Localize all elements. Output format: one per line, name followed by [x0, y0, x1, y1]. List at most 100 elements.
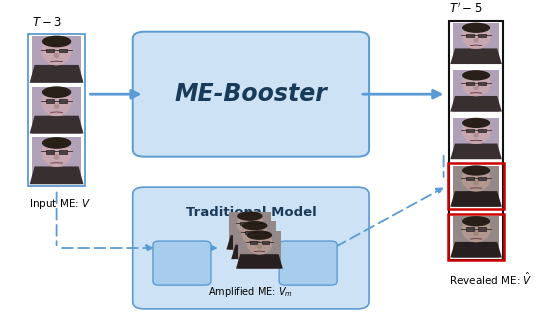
Bar: [257, 231, 264, 234]
Ellipse shape: [461, 217, 491, 242]
Bar: [46, 99, 54, 103]
Ellipse shape: [41, 138, 72, 167]
Ellipse shape: [54, 53, 59, 58]
Ellipse shape: [462, 216, 490, 226]
Ellipse shape: [237, 211, 262, 221]
Bar: [262, 241, 269, 244]
Ellipse shape: [242, 221, 267, 230]
Polygon shape: [470, 184, 482, 191]
Polygon shape: [236, 254, 283, 269]
Polygon shape: [30, 65, 84, 83]
Bar: [240, 222, 248, 225]
Bar: [453, 71, 499, 112]
Bar: [478, 34, 486, 37]
Ellipse shape: [473, 38, 479, 43]
Ellipse shape: [461, 118, 491, 144]
Bar: [478, 177, 486, 180]
Polygon shape: [51, 57, 63, 65]
Bar: [238, 231, 280, 269]
Ellipse shape: [462, 23, 490, 33]
Bar: [245, 231, 252, 234]
Ellipse shape: [257, 244, 262, 249]
Polygon shape: [30, 116, 84, 133]
Polygon shape: [51, 108, 63, 116]
Text: TIM: TIM: [296, 256, 320, 270]
Polygon shape: [254, 248, 265, 254]
Ellipse shape: [41, 87, 72, 116]
Bar: [466, 129, 474, 132]
Ellipse shape: [462, 118, 490, 128]
Ellipse shape: [42, 137, 72, 149]
Polygon shape: [450, 49, 502, 64]
Polygon shape: [231, 245, 278, 259]
Bar: [32, 36, 81, 83]
Polygon shape: [227, 235, 273, 250]
Ellipse shape: [461, 166, 491, 192]
Text: $T-3$: $T-3$: [32, 16, 62, 30]
Polygon shape: [51, 158, 63, 166]
FancyBboxPatch shape: [153, 241, 211, 285]
Bar: [453, 216, 499, 257]
FancyBboxPatch shape: [133, 32, 369, 157]
Polygon shape: [470, 41, 482, 49]
Text: Input ME: $V$: Input ME: $V$: [30, 197, 92, 211]
Text: Traditional Model: Traditional Model: [185, 206, 316, 219]
Text: ME-Booster: ME-Booster: [174, 82, 327, 106]
Text: Revealed ME: $\hat{V}$: Revealed ME: $\hat{V}$: [449, 271, 532, 287]
Ellipse shape: [248, 225, 252, 230]
Ellipse shape: [473, 231, 479, 236]
Ellipse shape: [54, 103, 59, 109]
Bar: [453, 23, 499, 64]
Bar: [32, 137, 81, 184]
Bar: [466, 177, 474, 180]
Ellipse shape: [42, 86, 72, 98]
Polygon shape: [250, 238, 260, 245]
Bar: [478, 129, 486, 132]
Bar: [453, 166, 499, 207]
Ellipse shape: [41, 36, 72, 65]
Bar: [59, 49, 67, 52]
FancyBboxPatch shape: [279, 241, 337, 285]
Bar: [59, 150, 67, 154]
Text: Amplified ME: $V_m$: Amplified ME: $V_m$: [208, 285, 293, 299]
Bar: [466, 34, 474, 37]
Bar: [32, 87, 81, 133]
Bar: [478, 227, 486, 231]
Ellipse shape: [42, 36, 72, 47]
Ellipse shape: [462, 70, 490, 80]
Ellipse shape: [241, 221, 268, 245]
Polygon shape: [450, 96, 502, 112]
Ellipse shape: [473, 180, 479, 185]
Bar: [29, 33, 85, 187]
Bar: [252, 222, 259, 225]
Text: $T^{\prime}-5$: $T^{\prime}-5$: [449, 2, 482, 16]
Ellipse shape: [252, 235, 257, 239]
Ellipse shape: [461, 71, 491, 96]
Ellipse shape: [246, 231, 273, 255]
Bar: [229, 212, 271, 250]
Text: MAG: MAG: [167, 256, 197, 270]
Bar: [448, 163, 504, 209]
Bar: [453, 118, 499, 159]
Ellipse shape: [54, 154, 59, 160]
Bar: [466, 82, 474, 85]
Bar: [233, 221, 276, 259]
Polygon shape: [470, 235, 482, 242]
Bar: [46, 49, 54, 52]
Bar: [449, 21, 503, 260]
Bar: [466, 227, 474, 231]
FancyBboxPatch shape: [133, 187, 369, 309]
Polygon shape: [450, 242, 502, 257]
Polygon shape: [450, 144, 502, 159]
Polygon shape: [470, 136, 482, 144]
Bar: [250, 241, 257, 244]
Ellipse shape: [462, 165, 490, 176]
Polygon shape: [470, 89, 482, 96]
Ellipse shape: [461, 23, 491, 49]
Bar: [478, 82, 486, 85]
Ellipse shape: [473, 133, 479, 138]
Ellipse shape: [246, 230, 272, 240]
Bar: [46, 150, 54, 154]
Polygon shape: [30, 166, 84, 184]
Ellipse shape: [473, 85, 479, 90]
